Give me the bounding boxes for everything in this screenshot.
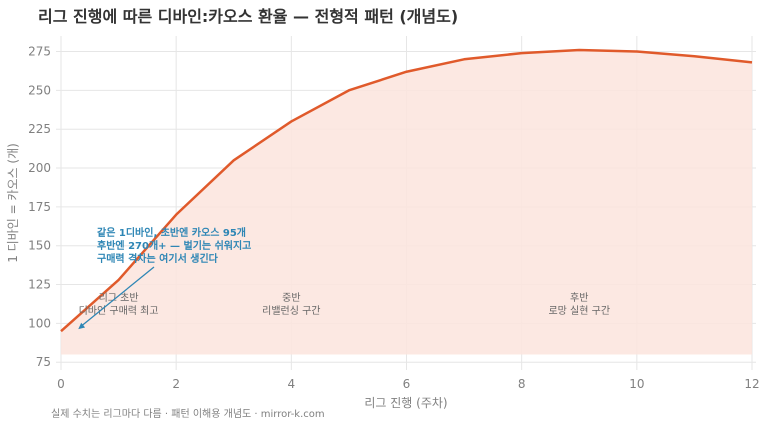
x-tick-label: 0	[57, 377, 65, 391]
x-tick-label: 10	[629, 377, 644, 391]
phase-label: 후반	[570, 292, 588, 304]
y-tick-label: 125	[28, 278, 51, 292]
y-tick-label: 150	[28, 239, 51, 253]
x-tick-label: 4	[288, 377, 296, 391]
plot-area: 75 100 125 150 175 200 225 250 275 0 2 4 6 8 10 12 리그 초반…	[28, 36, 760, 391]
y-tick-label: 225	[28, 122, 51, 136]
phase-label-detail: 로망 실현 구간	[548, 305, 610, 317]
y-tick-label: 250	[28, 83, 51, 97]
annotation-text: 같은 1디바인, 초반엔 카오스 95개	[97, 226, 246, 239]
y-tick-label: 175	[28, 200, 51, 214]
area-fill	[61, 50, 752, 354]
y-tick-label: 275	[28, 45, 51, 59]
phase-label: 중반	[282, 292, 300, 304]
x-tick-label: 2	[172, 377, 180, 391]
y-tick-label: 75	[36, 355, 51, 369]
annotation-text: 후반엔 270개+ — 벌기는 쉬워지고	[97, 239, 251, 252]
x-tick-label: 12	[744, 377, 759, 391]
x-tick-label: 8	[518, 377, 526, 391]
chart-footnote: 실제 수치는 리그마다 다름 · 패턴 이해용 개념도 · mirror-k.c…	[51, 407, 325, 420]
x-tick-label: 6	[403, 377, 411, 391]
phase-label: 리그 초반	[99, 292, 139, 304]
y-axis-label: 1 디바인 = 카오스 (개)	[6, 143, 20, 263]
y-tick-label: 100	[28, 316, 51, 330]
phase-label-detail: 디바인 구매력 최고	[79, 305, 159, 317]
chart-title: 리그 진행에 따른 디바인:카오스 환율 — 전형적 패턴 (개념도)	[38, 7, 458, 26]
x-axis-label: 리그 진행 (주차)	[364, 395, 447, 410]
y-tick-label: 200	[28, 161, 51, 175]
phase-label-detail: 리밸런싱 구간	[262, 305, 320, 317]
annotation-text: 구매력 격차는 여기서 생긴다	[97, 252, 219, 265]
